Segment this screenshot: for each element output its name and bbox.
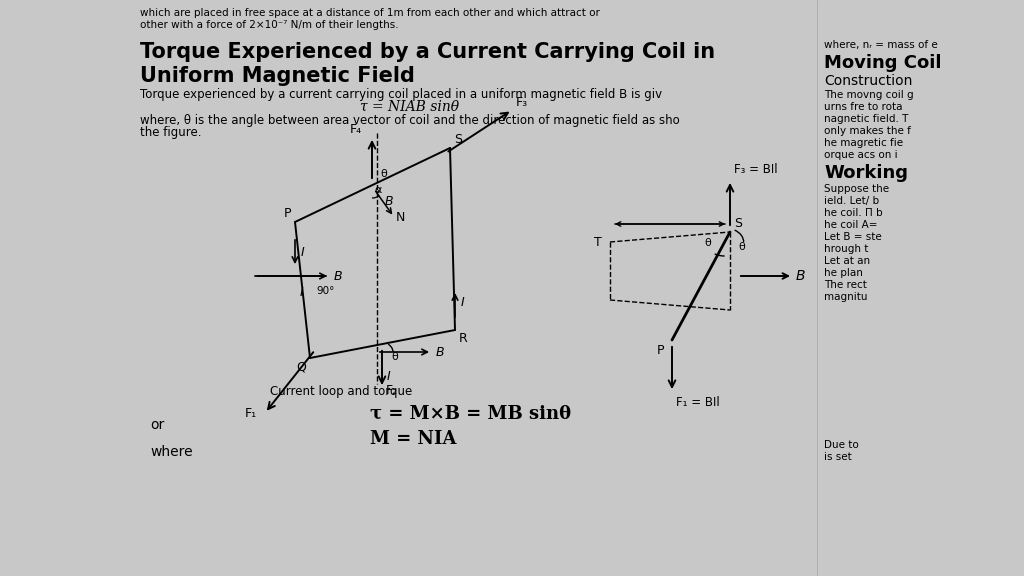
Text: ield. Let/ b: ield. Let/ b: [824, 196, 880, 206]
Text: hrough t: hrough t: [824, 244, 868, 254]
Text: F₁ = BIl: F₁ = BIl: [676, 396, 720, 409]
Text: magnitu: magnitu: [824, 292, 867, 302]
Text: Let at an: Let at an: [824, 256, 870, 266]
Text: F₂: F₂: [386, 384, 398, 397]
Text: or: or: [150, 418, 164, 432]
Text: α: α: [374, 185, 381, 195]
Text: θ: θ: [705, 238, 712, 248]
Text: Construction: Construction: [824, 74, 912, 88]
Text: I: I: [387, 370, 391, 383]
Text: Torque experienced by a current carrying coil placed in a uniform magnetic field: Torque experienced by a current carrying…: [140, 88, 663, 101]
Text: R: R: [459, 332, 468, 345]
Text: I: I: [461, 295, 465, 309]
Text: I: I: [300, 286, 304, 298]
Text: S: S: [734, 217, 742, 230]
Text: is set: is set: [824, 452, 852, 462]
Text: nagnetic field. T: nagnetic field. T: [824, 114, 908, 124]
Text: where, θ is the angle between area vector of coil and the direction of magnetic : where, θ is the angle between area vecto…: [140, 114, 680, 127]
Text: F₁: F₁: [245, 407, 257, 420]
Text: he coil A=: he coil A=: [824, 220, 878, 230]
Text: F₄: F₄: [350, 123, 362, 136]
Text: Moving Coil: Moving Coil: [824, 54, 941, 72]
Text: The rect: The rect: [824, 280, 867, 290]
Text: θ: θ: [391, 352, 397, 362]
Text: I: I: [301, 245, 305, 259]
Text: B: B: [385, 195, 393, 208]
Text: B: B: [796, 269, 806, 283]
Text: The movng coil g: The movng coil g: [824, 90, 913, 100]
Text: Q: Q: [296, 360, 306, 373]
Text: orque acs on i: orque acs on i: [824, 150, 898, 160]
Text: where, nᵣ = mass of e: where, nᵣ = mass of e: [824, 40, 938, 50]
Text: Due to: Due to: [824, 440, 859, 450]
Text: θ: θ: [738, 242, 745, 252]
Text: which are placed in free space at a distance of 1m from each other and which att: which are placed in free space at a dist…: [140, 8, 600, 18]
Text: the figure.: the figure.: [140, 126, 202, 139]
Text: Current loop and torque: Current loop and torque: [270, 385, 413, 398]
Text: N: N: [396, 211, 406, 224]
Text: 90°: 90°: [316, 286, 335, 296]
Text: P: P: [656, 344, 664, 357]
Text: where: where: [150, 445, 193, 459]
Text: other with a force of 2×10⁻⁷ N/m of their lengths.: other with a force of 2×10⁻⁷ N/m of thei…: [140, 20, 398, 30]
Text: B: B: [334, 270, 343, 282]
Text: Torque Experienced by a Current Carrying Coil in
Uniform Magnetic Field: Torque Experienced by a Current Carrying…: [140, 42, 715, 86]
Text: τ = M×B = MB sinθ: τ = M×B = MB sinθ: [370, 405, 571, 423]
Text: he magretic fie: he magretic fie: [824, 138, 903, 148]
Text: M = NIA: M = NIA: [370, 430, 457, 448]
Text: Working: Working: [824, 164, 908, 182]
Text: S: S: [454, 133, 462, 146]
Text: F₃: F₃: [516, 96, 528, 109]
Text: he coil. Π b: he coil. Π b: [824, 208, 883, 218]
Text: Suppose the: Suppose the: [824, 184, 889, 194]
Text: F₃ = BIl: F₃ = BIl: [734, 163, 777, 176]
Text: B: B: [436, 346, 444, 358]
Text: only makes the f: only makes the f: [824, 126, 911, 136]
Text: P: P: [284, 207, 291, 220]
Text: T: T: [594, 236, 602, 248]
Text: urns fre to rota: urns fre to rota: [824, 102, 902, 112]
Text: Let B = ste: Let B = ste: [824, 232, 882, 242]
Text: τ = NIAB sinθ: τ = NIAB sinθ: [360, 100, 459, 114]
Text: θ: θ: [380, 169, 387, 179]
Text: he plan: he plan: [824, 268, 863, 278]
